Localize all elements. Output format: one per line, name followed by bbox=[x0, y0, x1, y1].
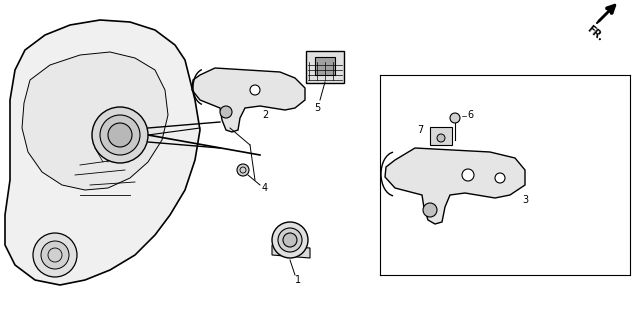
Circle shape bbox=[220, 106, 232, 118]
Circle shape bbox=[237, 164, 249, 176]
Text: 6: 6 bbox=[467, 110, 473, 120]
Circle shape bbox=[462, 169, 474, 181]
Polygon shape bbox=[385, 148, 525, 224]
Polygon shape bbox=[22, 52, 168, 190]
Text: 1: 1 bbox=[295, 275, 301, 285]
Circle shape bbox=[92, 107, 148, 163]
Polygon shape bbox=[192, 68, 305, 132]
Circle shape bbox=[278, 228, 302, 252]
Text: 4: 4 bbox=[262, 183, 268, 193]
Circle shape bbox=[283, 233, 297, 247]
Circle shape bbox=[272, 222, 308, 258]
Circle shape bbox=[250, 85, 260, 95]
Bar bbox=[430, 127, 452, 145]
Text: 5: 5 bbox=[314, 103, 320, 113]
Circle shape bbox=[423, 203, 437, 217]
Circle shape bbox=[108, 123, 132, 147]
Circle shape bbox=[437, 134, 445, 142]
FancyBboxPatch shape bbox=[315, 57, 335, 75]
Circle shape bbox=[33, 233, 77, 277]
Polygon shape bbox=[5, 20, 200, 285]
Polygon shape bbox=[272, 245, 310, 258]
Text: 2: 2 bbox=[262, 110, 268, 120]
FancyBboxPatch shape bbox=[306, 51, 344, 83]
Circle shape bbox=[100, 115, 140, 155]
Text: 7: 7 bbox=[417, 125, 423, 135]
Text: 3: 3 bbox=[522, 195, 528, 205]
Text: FR.: FR. bbox=[585, 23, 605, 43]
Circle shape bbox=[450, 113, 460, 123]
Circle shape bbox=[41, 241, 69, 269]
Circle shape bbox=[495, 173, 505, 183]
